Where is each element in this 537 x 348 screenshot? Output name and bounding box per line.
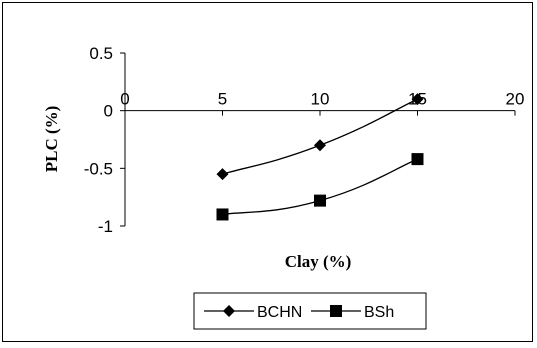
x-tick-label: 5 [218,90,227,109]
x-tick-label: 10 [311,90,330,109]
data-point-bchn [411,93,424,106]
data-point-bsh [216,208,229,221]
y-tick-label: 0 [104,102,113,121]
y-tick-label: -0.5 [84,159,113,178]
x-axis-label: Clay (%) [285,252,352,271]
y-tick-label: 0.5 [89,44,113,63]
data-point-bchn [216,168,229,181]
data-point-bsh [411,153,424,166]
y-axis-label: PLC (%) [42,106,61,173]
legend-item-bsh: BSh [311,304,394,321]
legend-marker [330,305,342,317]
legend-label: BSh [364,304,394,321]
y-tick-label: -1 [98,217,113,236]
legend-marker [223,305,235,317]
series-markers [216,93,424,221]
data-point-bsh [314,194,326,207]
data-point-bchn [314,139,326,152]
plc-vs-clay-chart: 0.50-0.5-105101520 Clay (%) PLC (%) BCHN… [42,44,525,330]
x-tick-label: 20 [506,90,525,109]
x-tick-label: 0 [120,90,129,109]
chart-container: 0.50-0.5-105101520 Clay (%) PLC (%) BCHN… [2,2,533,342]
legend-label: BCHN [257,304,302,321]
legend-item-bchn: BCHN [204,304,302,321]
tick-labels: 0.50-0.5-105101520 [84,44,525,236]
legend: BCHN BSh [193,292,427,330]
axes [120,52,516,227]
